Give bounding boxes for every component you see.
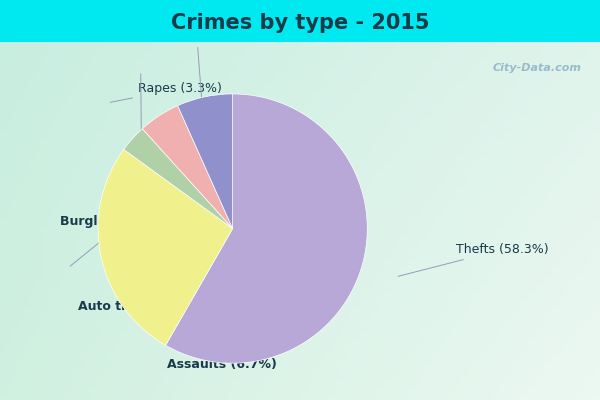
Wedge shape — [98, 150, 233, 345]
Text: Crimes by type - 2015: Crimes by type - 2015 — [171, 13, 429, 33]
Text: City-Data.com: City-Data.com — [493, 64, 582, 74]
Wedge shape — [142, 106, 233, 228]
Text: Rapes (3.3%): Rapes (3.3%) — [110, 82, 222, 102]
Text: Burglaries (26.7%): Burglaries (26.7%) — [60, 214, 191, 266]
Text: Assaults (6.7%): Assaults (6.7%) — [167, 48, 277, 371]
Text: Thefts (58.3%): Thefts (58.3%) — [398, 243, 548, 276]
Wedge shape — [178, 94, 233, 228]
Wedge shape — [124, 129, 233, 228]
Wedge shape — [166, 94, 367, 363]
Text: Auto thefts (5.0%): Auto thefts (5.0%) — [78, 74, 208, 314]
